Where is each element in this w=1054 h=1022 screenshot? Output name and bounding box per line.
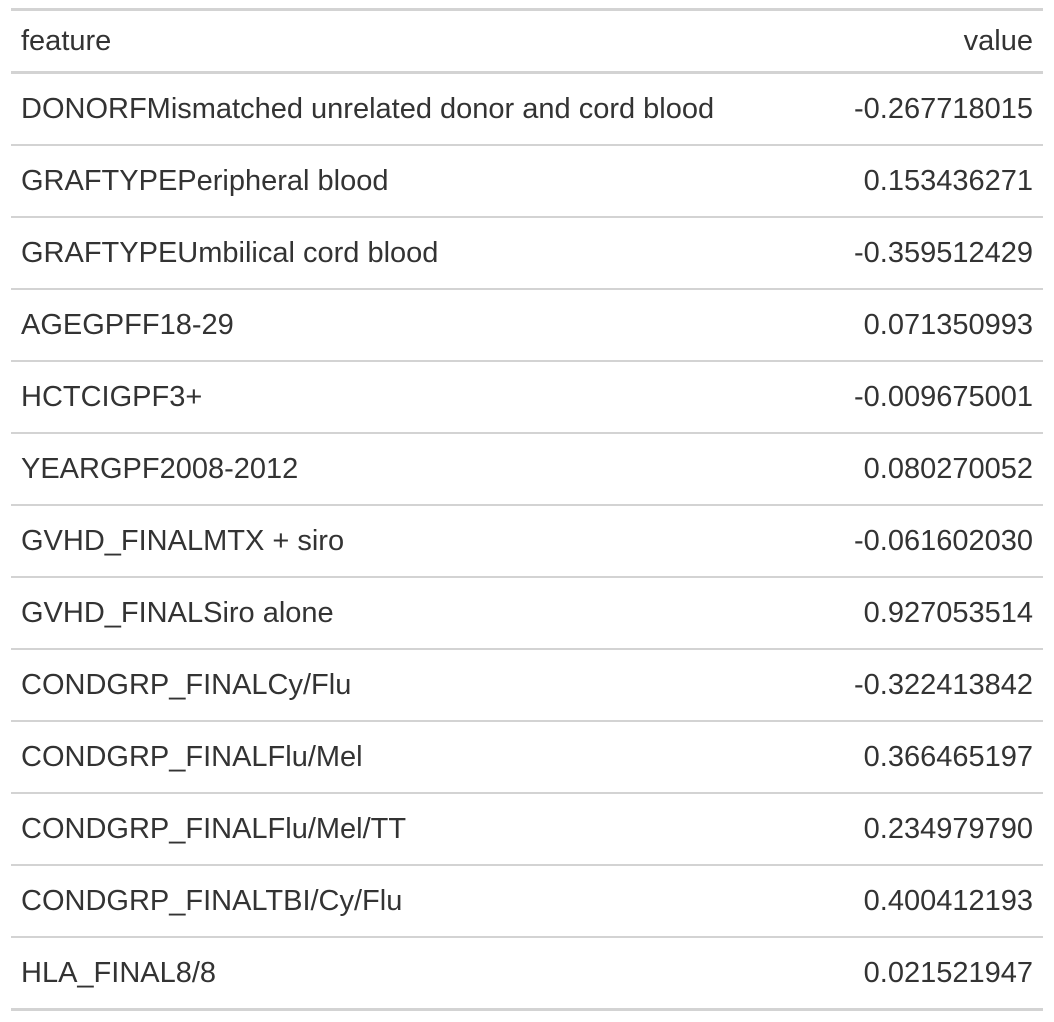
- table-row: GRAFTYPEPeripheral blood 0.153436271: [11, 145, 1043, 217]
- feature-cell: GVHD_FINALMTX + siro: [21, 524, 345, 557]
- value-cell: 0.366465197: [863, 740, 1033, 773]
- header-row: feature value: [11, 9, 1043, 73]
- value-cell: 0.234979790: [863, 812, 1033, 845]
- value-cell: 0.400412193: [863, 884, 1033, 917]
- value-cell: -0.267718015: [854, 92, 1033, 125]
- value-cell: 0.080270052: [863, 452, 1033, 485]
- table-row: CONDGRP_FINALTBI/Cy/Flu 0.400412193: [11, 865, 1043, 937]
- value-cell: 0.153436271: [863, 164, 1033, 197]
- feature-cell: HLA_FINAL8/8: [21, 956, 217, 989]
- feature-cell: DONORFMismatched unrelated donor and cor…: [21, 92, 715, 125]
- feature-value-table: feature value DONORFMismatched unrelated…: [11, 8, 1043, 1011]
- table-row: GVHD_FINALSiro alone 0.927053514: [11, 577, 1043, 649]
- value-cell: -0.061602030: [854, 524, 1033, 557]
- feature-cell: GVHD_FINALSiro alone: [21, 596, 334, 629]
- feature-value-table-container: feature value DONORFMismatched unrelated…: [11, 8, 1043, 1011]
- feature-cell: HCTCIGPF3+: [21, 380, 203, 413]
- column-header-feature: feature: [21, 24, 112, 57]
- feature-cell: CONDGRP_FINALFlu/Mel/TT: [21, 812, 407, 845]
- feature-cell: AGEGPFF18-29: [21, 308, 234, 341]
- table-row: CONDGRP_FINALFlu/Mel/TT 0.234979790: [11, 793, 1043, 865]
- table-row: GRAFTYPEUmbilical cord blood -0.35951242…: [11, 217, 1043, 289]
- table-body: DONORFMismatched unrelated donor and cor…: [11, 73, 1043, 1010]
- value-cell: -0.322413842: [854, 668, 1033, 701]
- table-row: AGEGPFF18-29 0.071350993: [11, 289, 1043, 361]
- value-cell: 0.021521947: [863, 956, 1033, 989]
- value-cell: -0.009675001: [854, 380, 1033, 413]
- value-cell: 0.927053514: [863, 596, 1033, 629]
- feature-cell: GRAFTYPEPeripheral blood: [21, 164, 389, 197]
- feature-cell: CONDGRP_FINALTBI/Cy/Flu: [21, 884, 403, 917]
- table-row: HLA_FINAL8/8 0.021521947: [11, 937, 1043, 1010]
- feature-cell: CONDGRP_FINALFlu/Mel: [21, 740, 363, 773]
- feature-cell: CONDGRP_FINALCy/Flu: [21, 668, 352, 701]
- table-row: CONDGRP_FINALCy/Flu -0.322413842: [11, 649, 1043, 721]
- table-row: DONORFMismatched unrelated donor and cor…: [11, 73, 1043, 145]
- value-cell: -0.359512429: [854, 236, 1033, 269]
- feature-cell: YEARGPF2008-2012: [21, 452, 299, 485]
- table-row: CONDGRP_FINALFlu/Mel 0.366465197: [11, 721, 1043, 793]
- value-cell: 0.071350993: [863, 308, 1033, 341]
- table-header: feature value: [11, 9, 1043, 73]
- table-row: GVHD_FINALMTX + siro -0.061602030: [11, 505, 1043, 577]
- table-row: YEARGPF2008-2012 0.080270052: [11, 433, 1043, 505]
- feature-cell: GRAFTYPEUmbilical cord blood: [21, 236, 439, 269]
- table-row: HCTCIGPF3+ -0.009675001: [11, 361, 1043, 433]
- column-header-value: value: [963, 24, 1033, 57]
